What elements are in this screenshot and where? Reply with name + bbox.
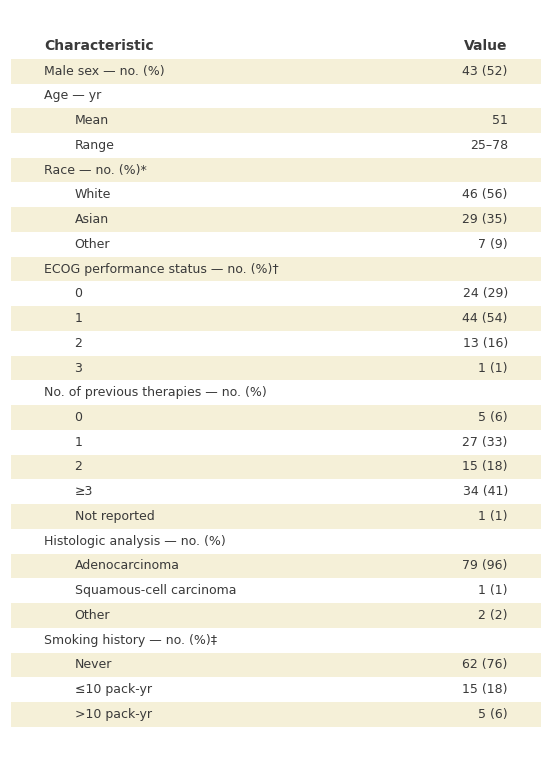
- Text: 62 (76): 62 (76): [463, 659, 508, 671]
- Text: 79 (96): 79 (96): [463, 559, 508, 572]
- Text: 34 (41): 34 (41): [463, 485, 508, 498]
- Bar: [11, 628, 541, 653]
- Text: 15 (18): 15 (18): [463, 683, 508, 696]
- Text: 0: 0: [75, 411, 82, 424]
- Bar: [11, 529, 541, 553]
- Bar: [11, 257, 541, 282]
- Text: Male sex — no. (%): Male sex — no. (%): [44, 64, 165, 78]
- Text: White: White: [75, 188, 111, 201]
- Text: 46 (56): 46 (56): [463, 188, 508, 201]
- Text: 5 (6): 5 (6): [478, 411, 508, 424]
- Bar: [11, 282, 541, 306]
- Text: Adenocarcinoma: Adenocarcinoma: [75, 559, 179, 572]
- Bar: [11, 479, 541, 504]
- Text: Squamous-cell carcinoma: Squamous-cell carcinoma: [75, 584, 236, 597]
- Text: >10 pack-yr: >10 pack-yr: [75, 708, 151, 721]
- Bar: [11, 578, 541, 603]
- Text: 43 (52): 43 (52): [463, 64, 508, 78]
- Text: 5 (6): 5 (6): [478, 708, 508, 721]
- Bar: [11, 678, 541, 702]
- Text: 15 (18): 15 (18): [463, 460, 508, 473]
- Text: 1 (1): 1 (1): [479, 362, 508, 375]
- Text: Asian: Asian: [75, 213, 109, 226]
- Text: 13 (16): 13 (16): [463, 337, 508, 350]
- Bar: [11, 34, 541, 59]
- Bar: [11, 83, 541, 108]
- Bar: [11, 553, 541, 578]
- Text: 29 (35): 29 (35): [463, 213, 508, 226]
- Bar: [11, 59, 541, 83]
- Text: 51: 51: [492, 114, 508, 127]
- Text: Other: Other: [75, 609, 110, 622]
- Text: Range: Range: [75, 139, 114, 152]
- Bar: [11, 182, 541, 207]
- Text: ≥3: ≥3: [75, 485, 93, 498]
- Bar: [11, 702, 541, 727]
- Bar: [11, 108, 541, 133]
- Text: 44 (54): 44 (54): [463, 312, 508, 325]
- Bar: [11, 157, 541, 182]
- Bar: [11, 603, 541, 628]
- Bar: [11, 653, 541, 678]
- Text: 3: 3: [75, 362, 82, 375]
- Text: Race — no. (%)*: Race — no. (%)*: [44, 164, 147, 176]
- Text: Other: Other: [75, 238, 110, 251]
- Bar: [11, 430, 541, 455]
- Text: 1 (1): 1 (1): [479, 584, 508, 597]
- Text: ECOG performance status — no. (%)†: ECOG performance status — no. (%)†: [44, 263, 279, 276]
- Text: Age — yr: Age — yr: [44, 89, 102, 102]
- Bar: [11, 331, 541, 356]
- Text: 24 (29): 24 (29): [463, 288, 508, 301]
- Text: 2: 2: [75, 460, 82, 473]
- Bar: [11, 504, 541, 529]
- Text: 1 (1): 1 (1): [479, 510, 508, 523]
- Text: Mean: Mean: [75, 114, 109, 127]
- Text: 2 (2): 2 (2): [479, 609, 508, 622]
- Text: Not reported: Not reported: [75, 510, 154, 523]
- Bar: [11, 306, 541, 331]
- Text: Smoking history — no. (%)‡: Smoking history — no. (%)‡: [44, 634, 217, 646]
- Bar: [11, 455, 541, 479]
- Text: Never: Never: [75, 659, 112, 671]
- Text: 1: 1: [75, 436, 82, 449]
- Bar: [11, 232, 541, 257]
- Bar: [11, 405, 541, 430]
- Bar: [11, 207, 541, 232]
- Text: 25–78: 25–78: [470, 139, 508, 152]
- Text: 27 (33): 27 (33): [463, 436, 508, 449]
- Text: ≤10 pack-yr: ≤10 pack-yr: [75, 683, 151, 696]
- Text: Histologic analysis — no. (%): Histologic analysis — no. (%): [44, 534, 226, 547]
- Text: 0: 0: [75, 288, 82, 301]
- Bar: [11, 133, 541, 157]
- Text: Characteristic: Characteristic: [44, 39, 154, 54]
- Bar: [11, 356, 541, 381]
- Text: No. of previous therapies — no. (%): No. of previous therapies — no. (%): [44, 386, 267, 399]
- Text: 1: 1: [75, 312, 82, 325]
- Text: 2: 2: [75, 337, 82, 350]
- Bar: [11, 380, 541, 405]
- Text: 7 (9): 7 (9): [478, 238, 508, 251]
- Text: Value: Value: [464, 39, 508, 54]
